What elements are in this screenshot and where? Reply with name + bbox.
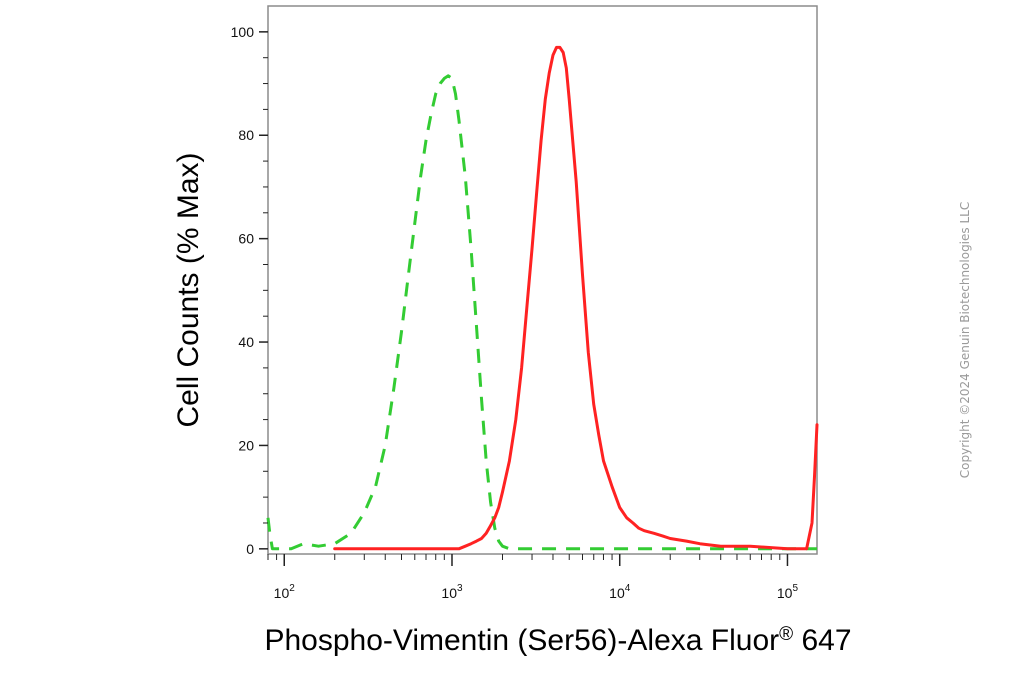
x-tick-label: 102: [274, 583, 296, 601]
x-axis-label-registered-mark: ®: [779, 624, 793, 645]
x-tick-label: 104: [609, 583, 631, 601]
x-axis-label: Phospho-Vimentin (Ser56)-Alexa Fluor® 64…: [264, 624, 851, 657]
y-tick-label: 80: [238, 127, 254, 143]
x-tick-label: 105: [777, 583, 799, 601]
x-tick-label: 103: [441, 583, 463, 601]
y-tick-label: 40: [238, 334, 254, 350]
series-layer: [266, 45, 819, 551]
y-tick-label: 20: [238, 437, 254, 453]
plot-frame: [267, 5, 818, 555]
histogram-series-2: [333, 45, 819, 551]
copyright-text: Copyright ©2024 Genuin Biotechnologies L…: [958, 202, 972, 478]
histogram-series-1: [266, 74, 817, 551]
y-axis-label: Cell Counts (% Max): [172, 152, 205, 427]
axis-layer: 0 20 40 60 80 100 102 103 104 105: [231, 24, 799, 601]
x-axis-label-tail: 647: [793, 624, 851, 657]
x-axis-label-main: Phospho-Vimentin (Ser56)-Alexa Fluor: [264, 624, 779, 657]
y-tick-label: 100: [231, 24, 255, 40]
y-tick-label: 0: [246, 541, 254, 557]
y-tick-label: 60: [238, 231, 254, 247]
